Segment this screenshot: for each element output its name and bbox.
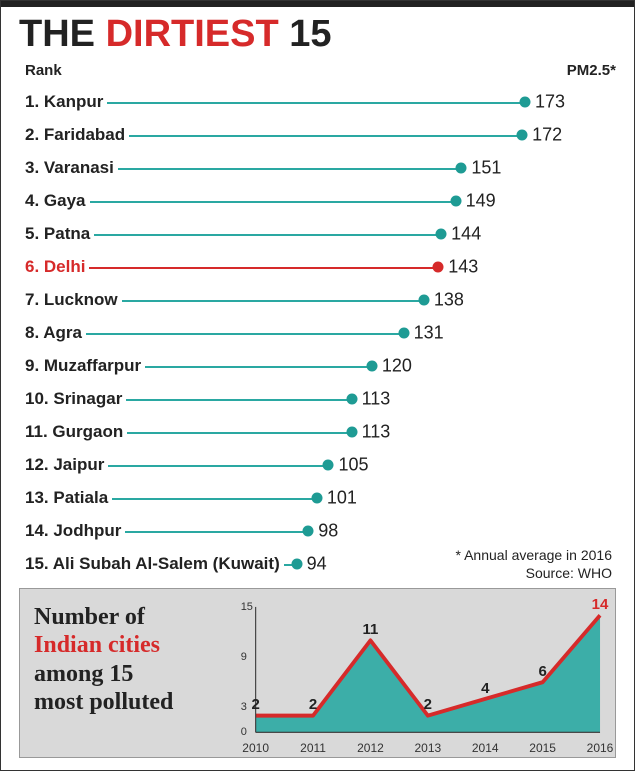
- row-label: 14. Jodhpur: [25, 521, 125, 541]
- caption-l1: Number of: [34, 604, 145, 630]
- row-label: 11. Gurgaon: [25, 422, 127, 442]
- row-value: 101: [317, 487, 357, 508]
- row-line: [25, 201, 456, 203]
- point-label: 11: [363, 621, 379, 638]
- row-value: 94: [297, 553, 327, 574]
- x-tick: 2012: [357, 741, 384, 755]
- x-tick: 2015: [529, 741, 556, 755]
- row-value: 113: [352, 421, 391, 442]
- row-label: 5. Patna: [25, 224, 94, 244]
- row-label: 15. Ali Subah Al-Salem (Kuwait): [25, 554, 284, 574]
- y-tick: 15: [241, 601, 253, 613]
- row-value: 143: [438, 256, 478, 277]
- row-label: 2. Faridabad: [25, 125, 129, 145]
- row-label: 9. Muzaffarpur: [25, 356, 145, 376]
- footnote-line2: Source: WHO: [456, 565, 612, 583]
- table-row: 11. Gurgaon 113: [25, 415, 616, 448]
- table-row: 12. Jaipur 105: [25, 448, 616, 481]
- row-label: 8. Agra: [25, 323, 86, 343]
- mini-chart-svg: [230, 589, 615, 757]
- row-label: 12. Jaipur: [25, 455, 108, 475]
- table-row: 1. Kanpur 173: [25, 85, 616, 118]
- row-label: 13. Patiala: [25, 488, 112, 508]
- table-row: 9. Muzaffarpur 120: [25, 349, 616, 382]
- point-label: 2: [251, 696, 259, 713]
- row-value: 120: [372, 355, 412, 376]
- bottom-caption: Number of Indian cities among 15 most po…: [20, 589, 230, 757]
- table-row: 7. Lucknow 138: [25, 283, 616, 316]
- row-value: 173: [525, 91, 565, 112]
- infographic-frame: THE DIRTIEST 15 Rank PM2.5* 1. Kanpur 173…: [0, 0, 635, 771]
- table-row: 6. Delhi 143: [25, 250, 616, 283]
- row-value: 98: [308, 520, 338, 541]
- title-pre: THE: [19, 13, 106, 55]
- title-post: 15: [279, 13, 332, 55]
- y-tick: 0: [241, 726, 247, 738]
- x-tick: 2013: [414, 741, 441, 755]
- row-value: 144: [441, 223, 481, 244]
- title-accent: DIRTIEST: [106, 13, 279, 55]
- x-tick: 2011: [300, 741, 326, 755]
- point-label: 2: [424, 696, 432, 713]
- lollipop-chart: Rank PM2.5* 1. Kanpur 173 2. Faridabad 172 3…: [1, 58, 634, 584]
- table-row: 3. Varanasi 151: [25, 151, 616, 184]
- mini-area-chart: 0 3 9 15 2010 2011 2012 2013 2014 2015 2016 2 2 11 2 4 6…: [230, 589, 615, 757]
- table-row: 2. Faridabad 172: [25, 118, 616, 151]
- row-label: 4. Gaya: [25, 191, 90, 211]
- header-value: PM2.5*: [567, 62, 616, 79]
- table-row: 5. Patna 144: [25, 217, 616, 250]
- y-tick: 9: [241, 651, 247, 663]
- point-label: 14: [592, 596, 609, 613]
- caption-l4: most polluted: [34, 689, 173, 715]
- row-value: 151: [461, 157, 501, 178]
- row-value: 138: [424, 289, 464, 310]
- table-row: 10. Srinagar 113: [25, 382, 616, 415]
- table-row: 8. Agra 131: [25, 316, 616, 349]
- caption-l3: among 15: [34, 661, 133, 687]
- caption-l2: Indian cities: [34, 632, 160, 658]
- point-label: 6: [538, 663, 546, 680]
- main-title: THE DIRTIEST 15: [19, 13, 616, 56]
- column-headers: Rank PM2.5*: [25, 58, 616, 85]
- point-label: 2: [309, 696, 317, 713]
- table-row: 13. Patiala 101: [25, 481, 616, 514]
- row-value: 172: [522, 124, 562, 145]
- row-label: 7. Lucknow: [25, 290, 122, 310]
- y-tick: 3: [241, 701, 247, 713]
- x-tick: 2010: [242, 741, 269, 755]
- rows-container: 1. Kanpur 173 2. Faridabad 172 3. Varanasi 15…: [25, 85, 616, 580]
- table-row: 14. Jodhpur 98: [25, 514, 616, 547]
- header-rank: Rank: [25, 62, 62, 79]
- row-label: 3. Varanasi: [25, 158, 118, 178]
- footnote-line1: * Annual average in 2016: [456, 547, 612, 565]
- row-label: 6. Delhi: [25, 257, 89, 277]
- row-value: 113: [352, 388, 391, 409]
- footnote: * Annual average in 2016 Source: WHO: [456, 547, 612, 582]
- row-value: 105: [328, 454, 368, 475]
- point-label: 4: [481, 680, 489, 697]
- table-row: 4. Gaya 149: [25, 184, 616, 217]
- row-value: 149: [456, 190, 496, 211]
- row-label: 10. Srinagar: [25, 389, 126, 409]
- x-tick: 2014: [472, 741, 499, 755]
- bottom-panel: Number of Indian cities among 15 most po…: [19, 588, 616, 758]
- row-value: 131: [404, 322, 444, 343]
- row-label: 1. Kanpur: [25, 92, 107, 112]
- title-bar: THE DIRTIEST 15: [1, 1, 634, 58]
- x-tick: 2016: [587, 741, 614, 755]
